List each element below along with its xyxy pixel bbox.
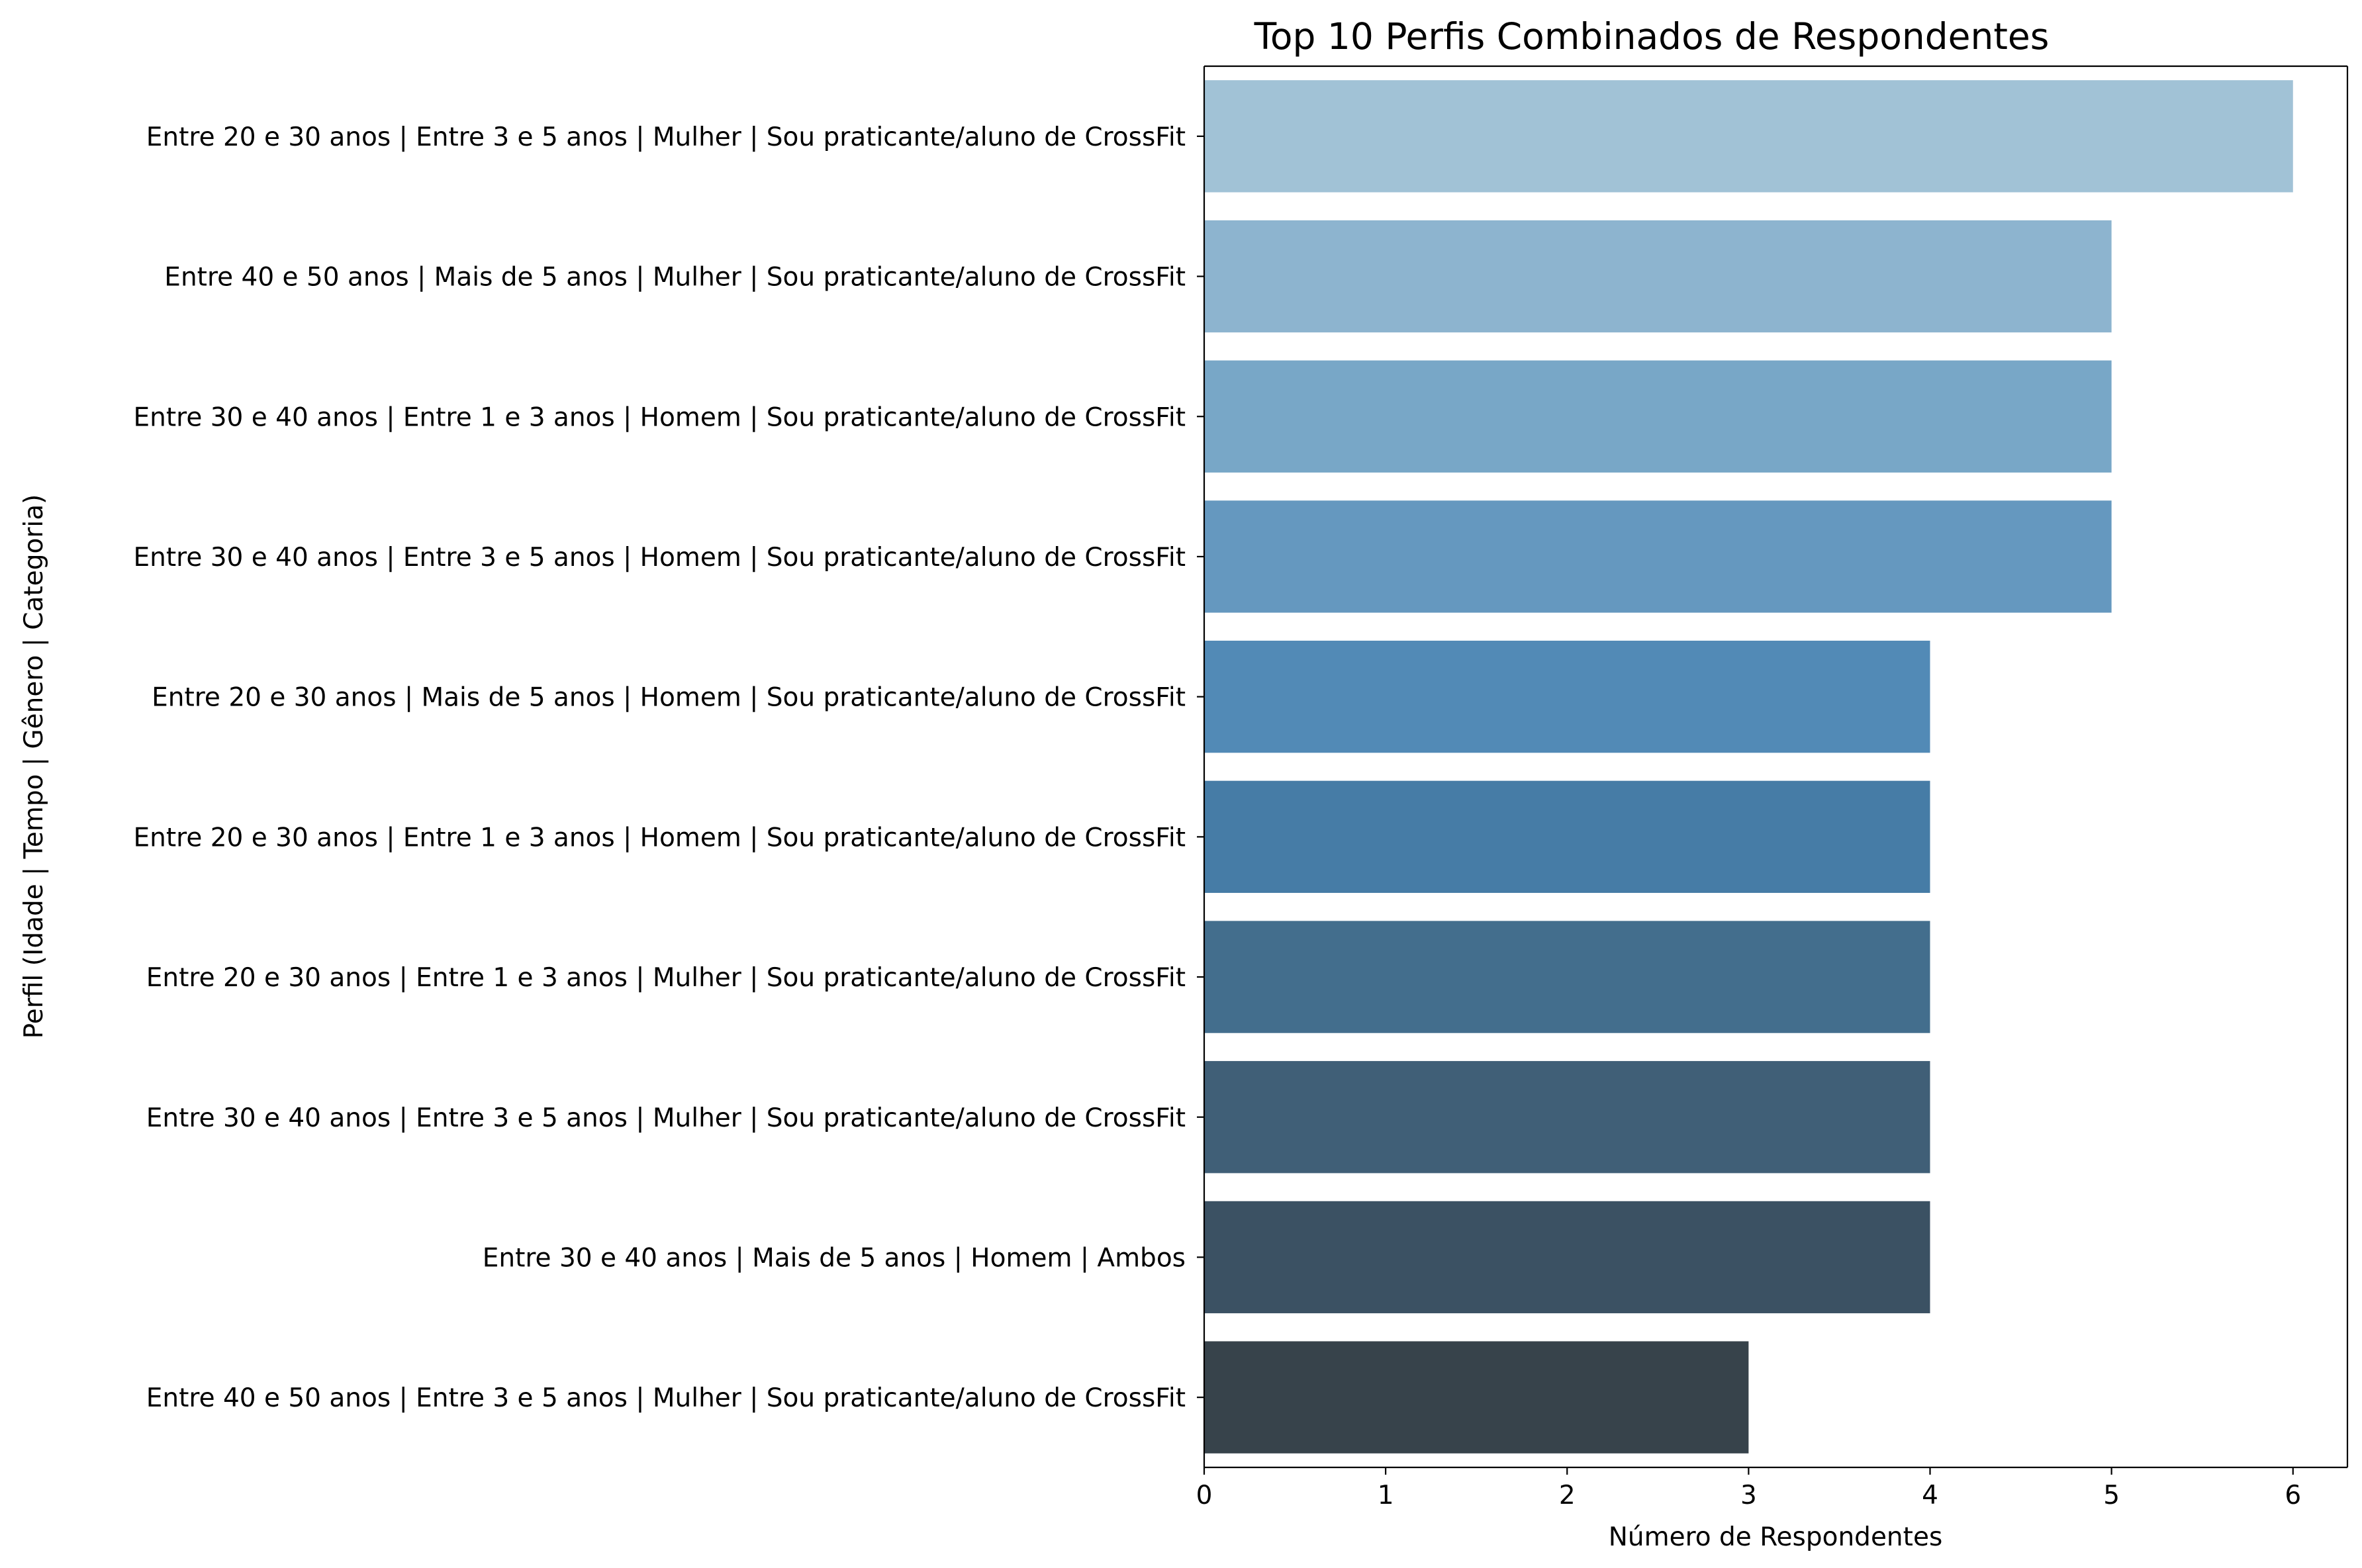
x-tick-label: 4 xyxy=(1922,1481,1938,1510)
x-tick-label: 6 xyxy=(2285,1481,2301,1510)
y-tick-label: Entre 20 e 30 anos | Entre 3 e 5 anos | … xyxy=(146,122,1186,152)
y-tick-label: Entre 30 e 40 anos | Entre 3 e 5 anos | … xyxy=(134,543,1186,573)
bar xyxy=(1204,921,1930,1033)
x-tick-group: 0 1 2 3 4 5 6 xyxy=(1196,1467,2301,1510)
bar xyxy=(1204,80,2293,193)
y-tick-label: Entre 30 e 40 anos | Mais de 5 anos | Ho… xyxy=(483,1243,1186,1273)
bar xyxy=(1204,500,2112,613)
y-tick-group: Entre 20 e 30 anos | Entre 3 e 5 anos | … xyxy=(134,122,1204,1413)
bar xyxy=(1204,1201,1930,1314)
bar xyxy=(1204,220,2112,333)
x-tick-label: 5 xyxy=(2103,1481,2120,1510)
y-tick-label: Entre 40 e 50 anos | Entre 3 e 5 anos | … xyxy=(146,1383,1186,1413)
bars-group xyxy=(1204,80,2293,1453)
bar xyxy=(1204,1341,1749,1453)
y-tick-label: Entre 20 e 30 anos | Mais de 5 anos | Ho… xyxy=(152,683,1186,713)
x-tick-label: 1 xyxy=(1378,1481,1394,1510)
bar xyxy=(1204,640,1930,753)
y-tick-label: Entre 20 e 30 anos | Entre 1 e 3 anos | … xyxy=(146,963,1186,993)
y-tick-label: Entre 30 e 40 anos | Entre 3 e 5 anos | … xyxy=(146,1103,1186,1133)
bar xyxy=(1204,1061,1930,1174)
y-axis-label: Perfil (Idade | Tempo | Gênero | Categor… xyxy=(19,494,49,1039)
y-tick-label: Entre 30 e 40 anos | Entre 1 e 3 anos | … xyxy=(134,402,1186,432)
x-tick-label: 2 xyxy=(1559,1481,1576,1510)
x-tick-label: 3 xyxy=(1740,1481,1757,1510)
y-tick-label: Entre 40 e 50 anos | Mais de 5 anos | Mu… xyxy=(164,263,1186,293)
bar xyxy=(1204,780,1930,894)
x-axis-label: Número de Respondentes xyxy=(1609,1522,1943,1552)
x-tick-label: 0 xyxy=(1196,1481,1213,1510)
bar xyxy=(1204,360,2112,473)
y-tick-label: Entre 20 e 30 anos | Entre 1 e 3 anos | … xyxy=(134,823,1186,853)
chart-title: Top 10 Perfis Combinados de Respondentes xyxy=(1254,15,2050,58)
